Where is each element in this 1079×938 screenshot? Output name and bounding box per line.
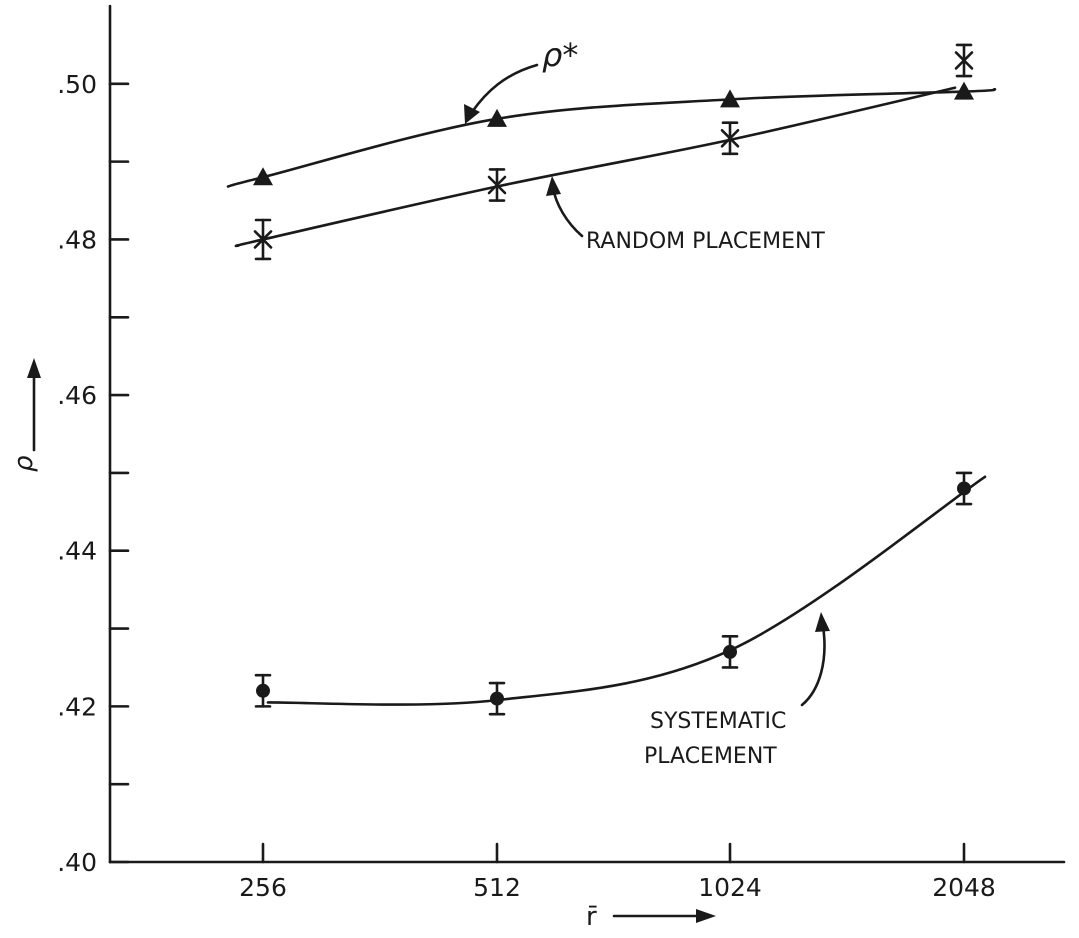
systematic-point xyxy=(723,644,737,659)
y-ticks: .40 .42 .44 .46 .48 .50 xyxy=(57,70,130,877)
curves xyxy=(226,86,997,706)
rho-star-point xyxy=(487,108,507,127)
annotation-random: RANDOM PLACEMENT xyxy=(546,176,825,254)
random-point xyxy=(253,230,273,249)
rho-star-curve xyxy=(226,87,997,188)
random-point xyxy=(720,128,740,148)
random-placement-label: RANDOM PLACEMENT xyxy=(586,229,825,254)
systematic-label-line1: SYSTEMATIC xyxy=(650,709,786,734)
markers xyxy=(253,43,974,716)
y-axis-label-group: ρ xyxy=(9,358,41,472)
random-leader xyxy=(551,186,584,238)
annotation-rho-star: ρ* xyxy=(464,36,578,124)
y-tick-label: .50 xyxy=(57,70,97,99)
systematic-arrowhead xyxy=(815,612,830,632)
rho-star-label: ρ* xyxy=(542,36,578,74)
x-ticks: 256 512 1024 2048 xyxy=(239,842,996,902)
y-tick-label: .46 xyxy=(57,381,97,410)
y-tick-label: .48 xyxy=(57,225,97,254)
y-axis-label: ρ xyxy=(9,455,39,472)
random-point xyxy=(954,51,974,70)
x-tick-label: 2048 xyxy=(932,873,996,902)
x-axis-label: r̄ xyxy=(586,902,597,932)
y-tick-label: .42 xyxy=(57,692,97,721)
y-tick-label: .40 xyxy=(57,848,97,877)
rho-star-point xyxy=(954,81,974,100)
x-axis-arrow-head xyxy=(696,909,716,923)
rho-star-leader xyxy=(470,63,539,114)
x-tick-label: 1024 xyxy=(698,873,762,902)
rho-star-point xyxy=(253,167,273,186)
y-axis-arrow-head xyxy=(27,358,41,378)
systematic-point xyxy=(490,691,504,706)
x-axis-label-group: r̄ xyxy=(586,902,716,932)
annotation-systematic: SYSTEMATIC PLACEMENT xyxy=(644,612,830,769)
systematic-label-line2: PLACEMENT xyxy=(644,744,777,769)
random-placement-curve xyxy=(234,86,957,248)
random-point xyxy=(487,175,507,195)
x-tick-label: 512 xyxy=(473,873,521,902)
y-tick-label: .44 xyxy=(57,537,97,566)
systematic-leader xyxy=(800,624,826,707)
x-tick-label: 256 xyxy=(239,873,287,902)
systematic-point xyxy=(957,481,971,496)
rho-star-point xyxy=(720,89,740,108)
random-arrowhead xyxy=(546,176,561,196)
systematic-point xyxy=(256,683,270,698)
systematic-placement-curve xyxy=(266,475,987,706)
rho-star-arrowhead xyxy=(464,104,480,124)
